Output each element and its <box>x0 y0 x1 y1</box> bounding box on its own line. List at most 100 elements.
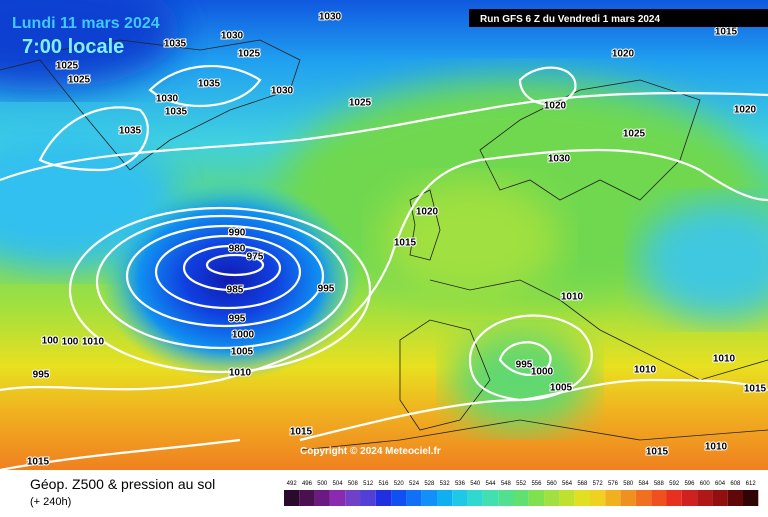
scale-cell <box>314 490 330 506</box>
scale-cell <box>375 490 392 506</box>
scale-cell <box>421 490 437 506</box>
scale-cell <box>697 490 713 506</box>
scale-label: 556 <box>531 481 542 487</box>
run-info: Run GFS 6 Z du Vendredi 1 mars 2024 <box>480 14 660 25</box>
scale-cell <box>299 490 315 506</box>
scale-label: 512 <box>363 481 374 487</box>
isobar-label: 1030 <box>548 154 571 165</box>
isobar-label: 1030 <box>221 31 244 42</box>
isobar-label: 1025 <box>623 129 646 140</box>
isobar-label: 1020 <box>612 49 635 60</box>
color-scale: 492 496 500 504 508 512 516 520 524 528 532 536 540 5… <box>284 481 759 506</box>
isobar-label: 985 <box>227 285 244 296</box>
isobar-label: 1025 <box>349 98 372 109</box>
forecast-date: Lundi 11 mars 2024 <box>12 15 160 32</box>
isobar-label: 1005 <box>550 383 573 394</box>
forecast-time: 7:00 locale <box>22 36 124 58</box>
isobar-label: 1015 <box>715 27 738 38</box>
scale-label: 520 <box>394 481 405 487</box>
copyright: Copyright © 2024 Meteociel.fr <box>300 446 441 457</box>
isobar-labels: 1030 1035 1030 1025 1025 1025 1035 1030 1030 1035… <box>26 11 768 469</box>
scale-label: 592 <box>669 481 680 487</box>
scale-label: 584 <box>639 481 650 487</box>
isobar-label: 995 <box>33 370 50 381</box>
scale-label: 508 <box>348 481 359 487</box>
scale-label: 528 <box>424 481 435 487</box>
scale-cell <box>712 490 728 506</box>
scale-cell <box>391 490 407 506</box>
scale-label: 496 <box>302 481 313 487</box>
coastlines <box>0 39 768 451</box>
isobar-label: 1010 <box>713 354 736 365</box>
scale-label: 504 <box>333 481 344 487</box>
scale-label: 604 <box>715 481 726 487</box>
isobar-label: 1015 <box>290 427 313 438</box>
isobar-label: 100 <box>62 337 79 348</box>
isobar-label: 995 <box>229 314 246 325</box>
isobar-label: 980 <box>229 244 246 255</box>
isobar-label: 1035 <box>164 39 187 50</box>
map-background <box>0 0 768 470</box>
isobar-label: 1020 <box>416 207 439 218</box>
run-banner <box>469 9 768 27</box>
isobar-label: 1020 <box>734 105 757 116</box>
scale-label: 536 <box>455 481 466 487</box>
footer-title: Géop. Z500 & pression au sol <box>30 476 215 492</box>
scale-cell <box>329 490 346 506</box>
scale-cell <box>498 490 514 506</box>
scale-cell <box>743 490 759 506</box>
isobar-label: 1015 <box>646 447 669 458</box>
scale-label: 540 <box>470 481 481 487</box>
isobar-label: 975 <box>247 252 264 263</box>
isobars <box>0 65 768 472</box>
scale-cell <box>437 490 453 506</box>
isobar-label: 1025 <box>56 61 79 72</box>
isobar-label: 1010 <box>634 365 657 376</box>
isobar-label: 100 <box>42 336 59 347</box>
scale-cell <box>284 490 300 506</box>
scale-cell <box>467 490 483 506</box>
scale-cell <box>620 490 636 506</box>
scale-label: 524 <box>409 481 420 487</box>
scale-cell <box>635 490 652 506</box>
scale-label: 516 <box>378 481 389 487</box>
scale-cell <box>345 490 361 506</box>
isobar-label: 1010 <box>229 368 252 379</box>
scale-label: 560 <box>547 481 558 487</box>
scale-cell <box>360 490 376 506</box>
scale-label: 564 <box>562 481 573 487</box>
scale-label: 600 <box>700 481 711 487</box>
scale-cell <box>574 490 590 506</box>
isobar-label: 1035 <box>165 107 188 118</box>
scale-label: 568 <box>577 481 588 487</box>
scale-label: 612 <box>746 481 757 487</box>
scale-label: 548 <box>501 481 512 487</box>
scale-cell <box>559 490 575 506</box>
scale-cell <box>513 490 529 506</box>
scale-label: 596 <box>684 481 695 487</box>
scale-cell <box>406 490 422 506</box>
scale-label: 580 <box>623 481 634 487</box>
isobar-label: 1015 <box>27 457 50 468</box>
isobar-label: 1030 <box>156 94 179 105</box>
isobar-label: 990 <box>229 228 246 239</box>
scale-cell <box>651 490 667 506</box>
isobar-label: 1025 <box>238 49 261 60</box>
scale-cell <box>590 490 606 506</box>
isobar-label: 1035 <box>119 126 142 137</box>
isobar-label: 1010 <box>561 292 584 303</box>
isobar-label: 1015 <box>744 384 767 395</box>
isobar-label: 1025 <box>68 75 91 86</box>
isobar-label: 1020 <box>544 101 567 112</box>
scale-label: 532 <box>440 481 451 487</box>
scale-label: 492 <box>287 481 298 487</box>
scale-label: 500 <box>317 481 328 487</box>
scale-cell <box>681 490 698 506</box>
isobar-label: 1005 <box>231 347 254 358</box>
isobar-label: 1015 <box>394 238 417 249</box>
scale-label: 608 <box>730 481 741 487</box>
scale-label: 572 <box>593 481 604 487</box>
isobar-label: 1010 <box>705 442 728 453</box>
isobar-label: 995 <box>516 360 533 371</box>
